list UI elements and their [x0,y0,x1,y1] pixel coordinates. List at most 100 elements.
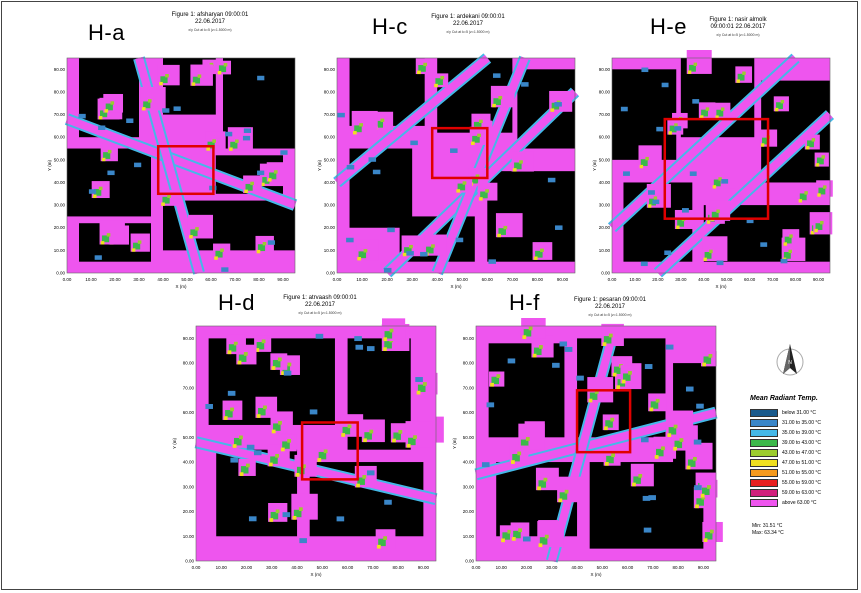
shadow-cell [547,177,556,183]
shadow-cell [257,75,265,81]
y-tick-label: 30.00 [324,203,336,208]
shadow-cell [507,358,516,364]
y-axis-label: Y (m) [452,438,457,449]
legend-swatch [750,428,778,437]
tree-canopy [369,429,374,434]
tree-canopy [610,417,615,422]
y-tick-label: 60.00 [463,410,475,415]
x-tick-label: 0.00 [472,565,481,570]
tree-canopy [687,459,696,467]
tree-edge [702,362,707,367]
tree-canopy [679,438,684,442]
y-tick-label: 0.00 [56,271,65,276]
tree-edge [100,241,105,245]
y-tick-label: 20.00 [324,225,336,230]
tree-canopy [653,196,658,200]
shadow-cell [346,164,355,170]
tree-canopy [103,152,111,159]
tree-canopy [512,454,520,462]
tree-canopy [701,495,706,500]
tree-canopy [347,424,352,429]
tree-edge [161,202,165,206]
tree-canopy [788,249,792,254]
tree-canopy [418,64,426,72]
x-tick-label: 40.00 [432,277,444,282]
x-axis-label: X (m) [591,572,602,577]
legend-entry: 59.00 to 63.00 °C [750,488,821,497]
tree-edge [649,407,654,412]
tree-edge [352,131,357,135]
tree-canopy [559,492,568,500]
y-tick-label: 30.00 [599,203,611,208]
tree-canopy [783,251,791,259]
x-tick-label: 70.00 [647,565,659,570]
tree-edge [239,472,244,476]
tree-canopy [384,341,392,349]
tree-canopy [701,109,709,117]
tree-canopy [818,187,826,195]
shadow-cell [354,336,362,342]
legend-title: Mean Radiant Temp. [750,395,818,402]
heatmap-plot-h-a: 0.00 10.00 20.00 30.00 40.00 50.00 60.00 70.00 8… [47,56,298,289]
tree-edge [604,462,609,466]
heatmap-plot-h-d: 0.00 10.00 20.00 30.00 40.00 50.00 60.00 70.00 8… [172,318,444,577]
tree-edge [255,348,260,352]
x-tick-label: 10.00 [496,565,508,570]
tree-edge [217,70,222,75]
shadow-cell [267,240,275,245]
tree-canopy [282,441,290,449]
shadow-cell [623,171,630,176]
legend-swatch [750,478,778,487]
tree-canopy [275,509,280,514]
tree-canopy [215,250,223,258]
tree-canopy [143,101,151,109]
tree-canopy [364,432,372,440]
shadow-cell [384,499,392,505]
tree-canopy [431,244,435,248]
tree-edge [668,131,672,135]
tree-edge [456,189,461,193]
shadow-cell [280,150,288,155]
tree-edge [616,385,621,390]
tree-canopy [480,191,488,199]
tree-edge [533,256,538,260]
y-tick-label: 20.00 [599,225,611,230]
x-tick-label: 90.00 [418,565,430,570]
shadow-cell [383,267,392,273]
panel-subtitle-h-e: x/y Cut at k=5 (z=1.5000 m) [716,33,760,37]
shadow-cell [88,189,97,194]
tree-canopy [230,141,238,149]
tree-edge [774,107,779,112]
tree-canopy [287,438,292,443]
tree-canopy [375,120,384,128]
tree-edge [760,143,765,147]
tree-canopy [704,251,712,259]
x-tick-label: 20.00 [109,277,121,282]
tree-canopy [457,183,466,191]
tree-canopy [523,329,532,337]
tree-edge [512,168,517,172]
tree-edge [141,107,146,111]
tree-canopy [384,331,393,339]
tree-canopy [611,453,616,458]
tree-canopy [228,344,237,352]
tree-canopy [106,233,111,237]
y-tick-label: 40.00 [463,460,475,465]
svg-text:N: N [788,360,792,366]
highlight-box [663,117,770,220]
tree-edge [267,178,272,182]
shadow-cell [486,402,495,408]
shadow-cell [173,106,181,111]
tree-canopy [640,159,648,167]
tree-canopy [502,532,510,540]
x-tick-label: 90.00 [698,565,710,570]
shadow-cell [641,437,649,443]
tree-canopy [409,244,413,249]
panel-subtitle-h-f: x/y Cut at k=5 (z=1.5000 m) [588,313,632,317]
tree-edge [686,465,691,470]
x-tick-label: 70.00 [229,277,241,282]
legend-swatch [750,498,778,507]
tree-edge [356,483,360,488]
tree-canopy [709,529,714,534]
shadow-cell [230,457,238,463]
